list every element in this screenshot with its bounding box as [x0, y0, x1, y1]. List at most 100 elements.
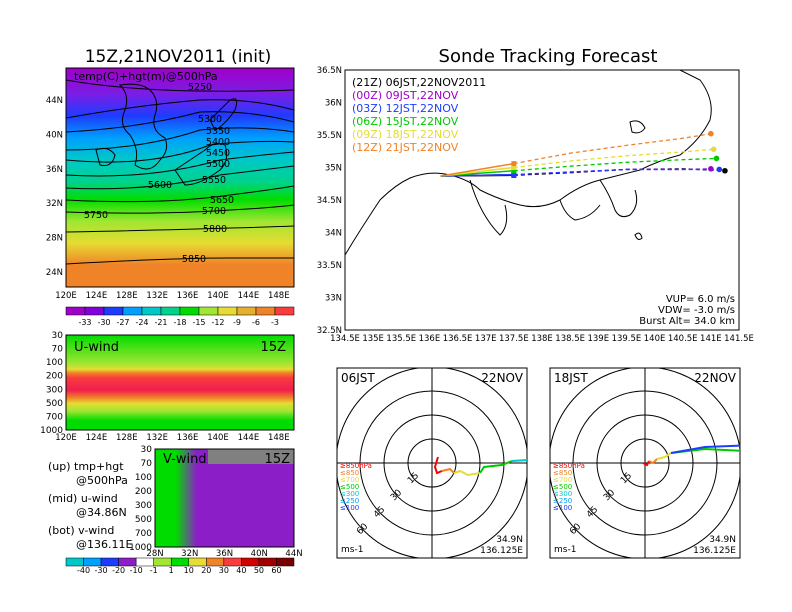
x-tick-label: 140E — [207, 291, 229, 301]
v-wind-x-ticks: 28N 32N 36N 40N 44N — [146, 549, 302, 559]
legend-up: (up) tmp+hgt — [48, 460, 124, 473]
colorbar-label: -15 — [192, 318, 205, 327]
colorbar-swatch — [141, 306, 162, 316]
x-tick-label: 138.5E — [555, 334, 585, 344]
hodograph-legend-entry: ≥850hPa — [553, 462, 585, 470]
y-tick-label: 35N — [325, 164, 342, 174]
hodograph-time: 18JST — [554, 371, 588, 385]
colorbar-swatch — [179, 306, 200, 316]
legend-mid2: @34.86N — [76, 506, 127, 519]
hodograph-trace — [642, 460, 650, 467]
y-tick-label: 32.5N — [317, 326, 342, 336]
colorbar-swatch — [276, 557, 295, 567]
hodograph-legend-entry: ≤850 — [340, 469, 359, 477]
colorbar-swatch — [100, 557, 119, 567]
colorbar-label: -33 — [78, 318, 91, 327]
hodograph-legend-entry: ≤250 — [340, 497, 359, 505]
coastline — [118, 83, 168, 170]
temp-colorbar: -33 -30 -27 -24 -21 -18 -15 -12 -9 -6 -3 — [65, 306, 295, 327]
contour-label: 5250 — [188, 82, 212, 93]
track-y-ticks: 36.5N 36N 35.5N 35N 34.5N 34N 33.5N 33N 32.5N — [317, 66, 342, 336]
hodograph-trace — [511, 459, 527, 462]
y-tick-label: 28N — [46, 234, 63, 244]
y-tick-label: 200 — [135, 487, 152, 497]
y-tick-label: 1000 — [40, 426, 63, 436]
track-line-dashed — [513, 168, 720, 176]
coastline — [469, 179, 508, 236]
hodograph-lon: 136.125E — [480, 546, 523, 556]
y-tick-label: 70 — [52, 345, 64, 355]
y-tick-label: 36N — [325, 99, 342, 109]
track-line-dashed — [513, 157, 717, 172]
height-contour — [66, 79, 294, 92]
u-wind-label: U-wind — [74, 340, 119, 355]
height-contour — [66, 257, 294, 265]
colorbar-swatch — [223, 557, 242, 567]
colorbar-swatch — [217, 306, 238, 316]
colorbar-label: 60 — [271, 566, 281, 575]
track-line-dashed — [513, 133, 711, 165]
colorbar-label: -40 — [77, 566, 90, 575]
colorbar-label: -3 — [271, 318, 279, 327]
u-wind-y-ticks: 30 70 100 200 300 500 700 1000 — [40, 331, 63, 436]
x-tick-label: 132E — [146, 433, 168, 443]
wind-colorbar: -40 -30 -20 -10 -1 1 10 20 30 40 50 60 — [65, 557, 295, 575]
x-tick-label: 136.5E — [443, 334, 473, 344]
hodograph-trace — [441, 467, 455, 474]
colorbar-swatch — [84, 306, 105, 316]
x-tick-label: 140E — [207, 433, 229, 443]
colorbar-label: 40 — [236, 566, 246, 575]
x-tick-label: 128E — [116, 291, 138, 301]
x-tick-label: 137E — [475, 334, 497, 344]
v-wind-panel: V-wind 15Z 30 70 100 200 300 500 700 1000 28N 32… — [65, 445, 303, 575]
x-tick-label: 135.5E — [386, 334, 416, 344]
x-tick-label: 144E — [238, 433, 260, 443]
x-tick-label: 40N — [251, 549, 268, 559]
hodograph-trace — [648, 458, 658, 465]
height-contour — [66, 204, 294, 214]
x-tick-label: 28N — [146, 549, 163, 559]
track-stat: VUP= 6.0 m/s — [666, 294, 735, 305]
hodograph-legend-entry: ≥850hPa — [340, 462, 372, 470]
height-contour — [66, 111, 294, 133]
y-tick-label: 30 — [52, 331, 64, 341]
contour-label: 5700 — [202, 206, 226, 217]
colorbar-swatch — [241, 557, 260, 567]
u-wind-field — [66, 335, 294, 430]
track-stat: VDW= -3.0 m/s — [658, 305, 735, 316]
contour-label: 5800 — [203, 224, 227, 235]
x-tick-label: 141.5E — [724, 334, 754, 344]
contour-label: 5850 — [182, 254, 206, 265]
legend-bot2: @136.11E — [76, 538, 132, 551]
y-tick-label: 300 — [46, 385, 63, 395]
contour-label: 5750 — [84, 210, 108, 221]
hodograph-lat: 34.9N — [709, 535, 736, 545]
track-stat: Burst Alt= 34.0 km — [639, 316, 735, 327]
track-marker — [511, 168, 517, 174]
contour-label: 5300 — [198, 114, 222, 125]
x-tick-label: 138E — [531, 334, 553, 344]
v-wind-label: V-wind — [163, 452, 207, 467]
hodograph-legend-entry: ≤250 — [553, 497, 572, 505]
y-tick-label: 35.5N — [317, 131, 342, 141]
y-tick-label: 30 — [141, 445, 153, 455]
track-x-ticks: 134.5E 135E 135.5E 136E 136.5E 137E 137.5E 138E… — [330, 334, 754, 344]
hodograph-legend-entry: ≤700 — [340, 476, 359, 484]
coastline — [599, 179, 638, 218]
x-tick-label: 139.5E — [612, 334, 642, 344]
hodograph-date: 22NOV — [694, 371, 736, 385]
track-line-dashed — [513, 148, 714, 169]
contour-label: 5650 — [210, 195, 234, 206]
track-legend-entry: (00Z) 09JST,22NOV — [352, 89, 459, 102]
y-tick-label: 100 — [46, 358, 63, 368]
temp-map-panel: 15Z,21NOV2011 (init) 5250 530053505400545… — [46, 47, 295, 327]
height-contour — [66, 225, 294, 233]
hodograph-legend-entry: ≤100 — [340, 504, 359, 512]
track-legend-entry: (03Z) 12JST,22NOV — [352, 102, 459, 115]
y-tick-label: 34N — [325, 229, 342, 239]
hodograph-legend-entry: ≤850 — [553, 469, 572, 477]
coastline — [174, 142, 228, 186]
